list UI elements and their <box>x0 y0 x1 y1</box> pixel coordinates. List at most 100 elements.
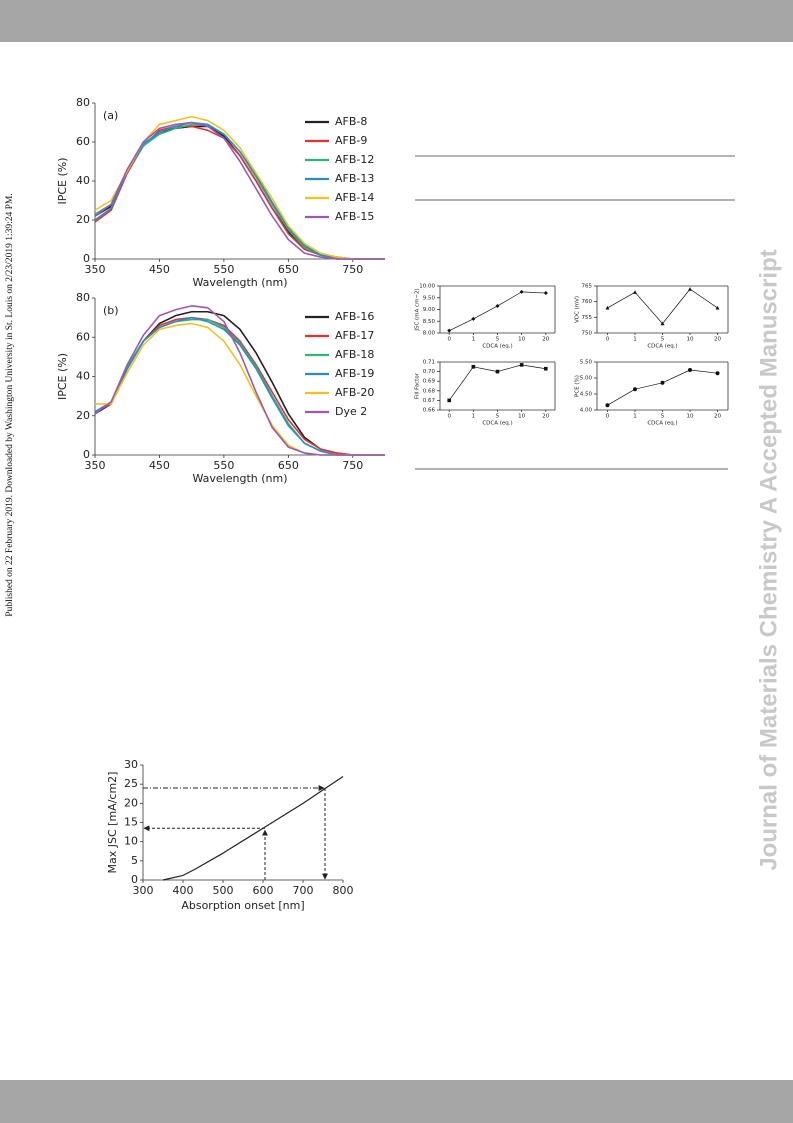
x-tick-label: 600 <box>253 884 274 897</box>
series-line <box>94 121 385 260</box>
legend-label: AFB-12 <box>335 153 374 166</box>
y-tick-label: 8.50 <box>423 319 436 325</box>
legend-label: AFB-13 <box>335 172 374 185</box>
x-tick-label: 550 <box>213 263 234 276</box>
legend-label: AFB-17 <box>335 329 374 342</box>
y-tick-label: 765 <box>582 284 593 290</box>
x-axis-title: CDCA (eq.) <box>647 421 677 427</box>
panel-label: (a) <box>103 109 118 122</box>
y-axis-title: PCE (%) <box>575 375 581 397</box>
series-line <box>607 369 718 406</box>
x-axis-title: Wavelength (nm) <box>192 276 287 289</box>
series-line <box>449 291 546 331</box>
marker <box>471 316 476 321</box>
y-tick-label: 0.70 <box>423 369 436 375</box>
marker <box>447 328 452 333</box>
marker <box>519 289 524 294</box>
x-tick-label: 20 <box>714 337 721 343</box>
y-tick-label: 9.50 <box>423 295 436 301</box>
watermark: Journal of Materials Chemistry A Accepte… <box>755 249 782 870</box>
marker <box>715 371 720 376</box>
y-tick-label: 30 <box>124 758 138 771</box>
x-tick-label: 350 <box>85 459 106 472</box>
y-tick-label: 0.68 <box>423 388 436 394</box>
side-note: Published on 22 February 2019. Downloade… <box>5 193 15 616</box>
x-tick-label: 750 <box>342 459 363 472</box>
legend-label: Dye 2 <box>335 405 367 418</box>
marker <box>605 403 610 408</box>
x-axis-title: CDCA (eq.) <box>647 344 677 350</box>
y-axis-title: IPCE (%) <box>56 157 69 204</box>
marker <box>632 387 637 392</box>
x-tick-label: 1 <box>472 337 476 343</box>
y-tick-label: 750 <box>582 331 593 337</box>
x-tick-label: 20 <box>542 414 549 420</box>
x-tick-label: 1 <box>472 414 476 420</box>
x-tick-label: 10 <box>687 337 694 343</box>
y-tick-label: 0.69 <box>423 379 436 385</box>
y-tick-label: 4.50 <box>580 392 593 398</box>
x-tick-label: 1 <box>633 337 637 343</box>
x-tick-label: 400 <box>173 884 194 897</box>
y-tick-label: 20 <box>124 796 138 809</box>
x-tick-label: 650 <box>278 459 299 472</box>
y-tick-label: 8.00 <box>423 331 436 337</box>
x-tick-label: 0 <box>606 337 610 343</box>
marker <box>495 303 500 308</box>
x-tick-label: 450 <box>149 459 170 472</box>
x-tick-label: 20 <box>714 414 721 420</box>
legend-label: AFB-9 <box>335 134 367 147</box>
x-tick-label: 650 <box>278 263 299 276</box>
legend-label: AFB-20 <box>335 386 374 399</box>
x-tick-label: 500 <box>213 884 234 897</box>
y-axis-title: Max JSC [mA/cm2] <box>106 772 119 874</box>
legend-label: AFB-18 <box>335 348 374 361</box>
y-tick-label: 0.71 <box>423 360 435 366</box>
panel-label: (b) <box>103 304 119 317</box>
y-tick-label: 25 <box>124 777 138 790</box>
y-tick-label: 5 <box>131 854 138 867</box>
y-tick-label: 60 <box>76 135 90 148</box>
marker <box>495 369 500 374</box>
y-tick-label: 4.00 <box>580 408 593 414</box>
y-tick-label: 0 <box>131 873 138 886</box>
y-axis-title: JSC (mA cm−2) <box>415 288 421 331</box>
y-tick-label: 40 <box>76 370 90 383</box>
y-tick-label: 40 <box>76 174 90 187</box>
y-tick-label: 5.50 <box>580 360 593 366</box>
marker <box>543 291 548 296</box>
x-tick-label: 20 <box>542 337 549 343</box>
y-axis-title: VOC (mV) <box>575 296 581 323</box>
x-tick-label: 10 <box>687 414 694 420</box>
y-tick-label: 0 <box>83 448 90 461</box>
x-tick-label: 1 <box>633 414 637 420</box>
y-tick-label: 60 <box>76 330 90 343</box>
marker <box>660 380 665 385</box>
x-axis-title: CDCA (eq.) <box>482 344 512 350</box>
legend-label: AFB-16 <box>335 310 374 323</box>
y-tick-label: 15 <box>124 816 138 829</box>
y-tick-label: 80 <box>76 96 90 109</box>
x-tick-label: 5 <box>661 414 665 420</box>
marker <box>544 366 548 371</box>
y-axis-title: IPCE (%) <box>56 353 69 400</box>
legend-label: AFB-14 <box>335 191 374 204</box>
footer-bar <box>0 1080 793 1123</box>
x-axis-title: CDCA (eq.) <box>482 421 512 427</box>
y-tick-label: 760 <box>582 299 593 305</box>
x-tick-label: 5 <box>496 414 500 420</box>
header-bar <box>0 0 793 42</box>
y-tick-label: 0.66 <box>423 408 436 414</box>
x-tick-label: 750 <box>342 263 363 276</box>
y-tick-label: 9.00 <box>423 307 436 313</box>
x-tick-label: 450 <box>149 263 170 276</box>
y-tick-label: 0.67 <box>423 398 436 404</box>
x-tick-label: 300 <box>133 884 154 897</box>
marker <box>447 398 451 403</box>
legend-label: AFB-8 <box>335 115 367 128</box>
y-tick-label: 10.00 <box>419 284 435 290</box>
y-axis-title: Fill Factor <box>415 372 421 399</box>
x-tick-label: 0 <box>606 414 610 420</box>
x-tick-label: 700 <box>293 884 314 897</box>
